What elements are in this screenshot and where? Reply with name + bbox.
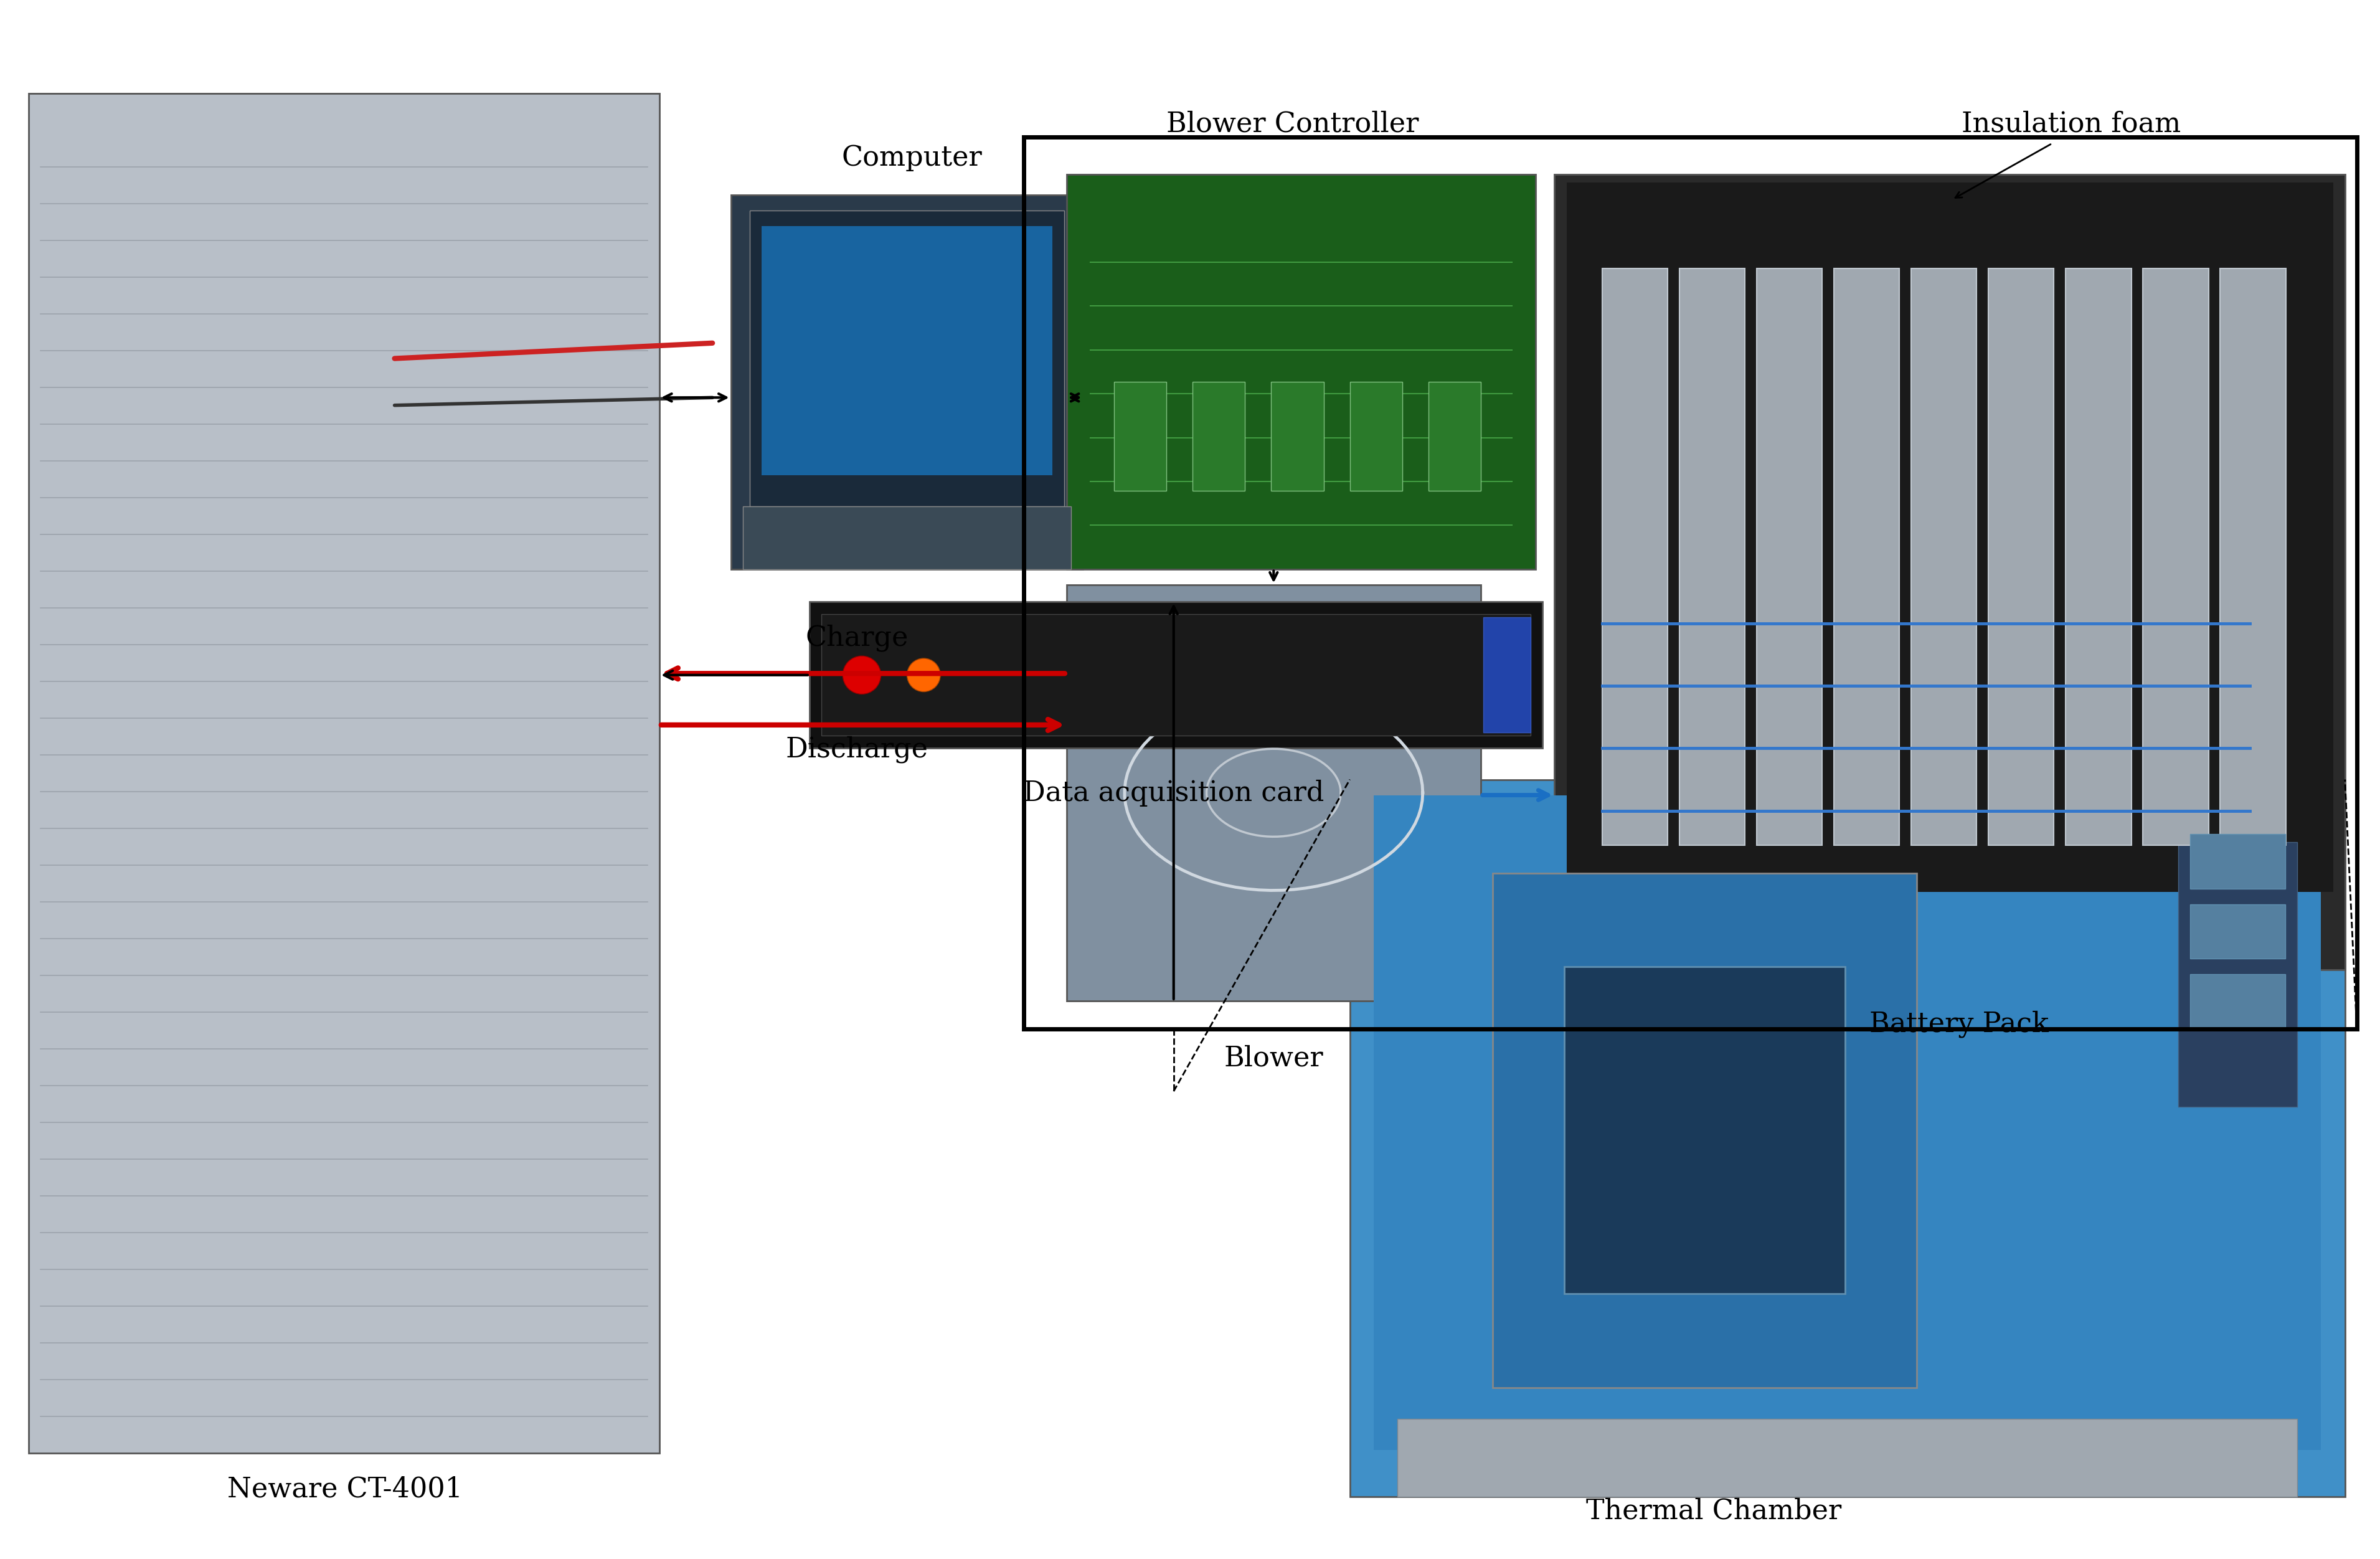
- Bar: [2190, 834, 2285, 889]
- Bar: [2190, 904, 2285, 959]
- Text: Thermal Chamber: Thermal Chamber: [1585, 1498, 1842, 1525]
- Text: Neware CT-4001: Neware CT-4001: [228, 1476, 462, 1503]
- Bar: [762, 226, 1052, 475]
- Bar: [1602, 268, 1668, 845]
- Bar: [1349, 780, 2344, 1497]
- Text: Computer: Computer: [840, 145, 983, 171]
- Text: Data acquisition card: Data acquisition card: [1023, 780, 1323, 806]
- Bar: [1483, 617, 1530, 733]
- Bar: [1756, 268, 1821, 845]
- Text: Battery Pack: Battery Pack: [1868, 1010, 2049, 1037]
- Bar: [2190, 974, 2285, 1029]
- Bar: [1678, 268, 1745, 845]
- Bar: [821, 614, 1530, 736]
- Bar: [1192, 382, 1245, 491]
- Bar: [2221, 268, 2285, 845]
- Bar: [2142, 268, 2209, 845]
- Bar: [1066, 175, 1535, 569]
- Bar: [29, 94, 659, 1453]
- Bar: [1066, 585, 1480, 1001]
- Bar: [731, 195, 1083, 569]
- Bar: [809, 602, 1542, 748]
- Bar: [1271, 382, 1323, 491]
- Bar: [1987, 268, 2054, 845]
- Text: Discharge: Discharge: [785, 736, 928, 762]
- Bar: [1373, 795, 2320, 1450]
- Text: Blower Controller: Blower Controller: [1166, 111, 1418, 137]
- Bar: [1114, 382, 1166, 491]
- Bar: [2066, 268, 2130, 845]
- Text: Insulation foam: Insulation foam: [1961, 111, 2180, 137]
- Bar: [1554, 175, 2344, 970]
- Bar: [2178, 842, 2297, 1107]
- Bar: [1023, 137, 2356, 1029]
- Bar: [1911, 268, 1975, 845]
- Bar: [1566, 182, 2332, 892]
- Bar: [1564, 967, 1845, 1294]
- Text: Blower: Blower: [1223, 1045, 1323, 1071]
- Bar: [1349, 382, 1402, 491]
- Bar: [750, 210, 1064, 507]
- Circle shape: [843, 656, 881, 694]
- Circle shape: [907, 658, 940, 692]
- Bar: [1397, 1419, 2297, 1497]
- Text: Charge: Charge: [804, 625, 909, 652]
- Bar: [1428, 382, 1480, 491]
- Bar: [1833, 268, 1899, 845]
- Bar: [743, 507, 1071, 569]
- Bar: [1492, 873, 1916, 1388]
